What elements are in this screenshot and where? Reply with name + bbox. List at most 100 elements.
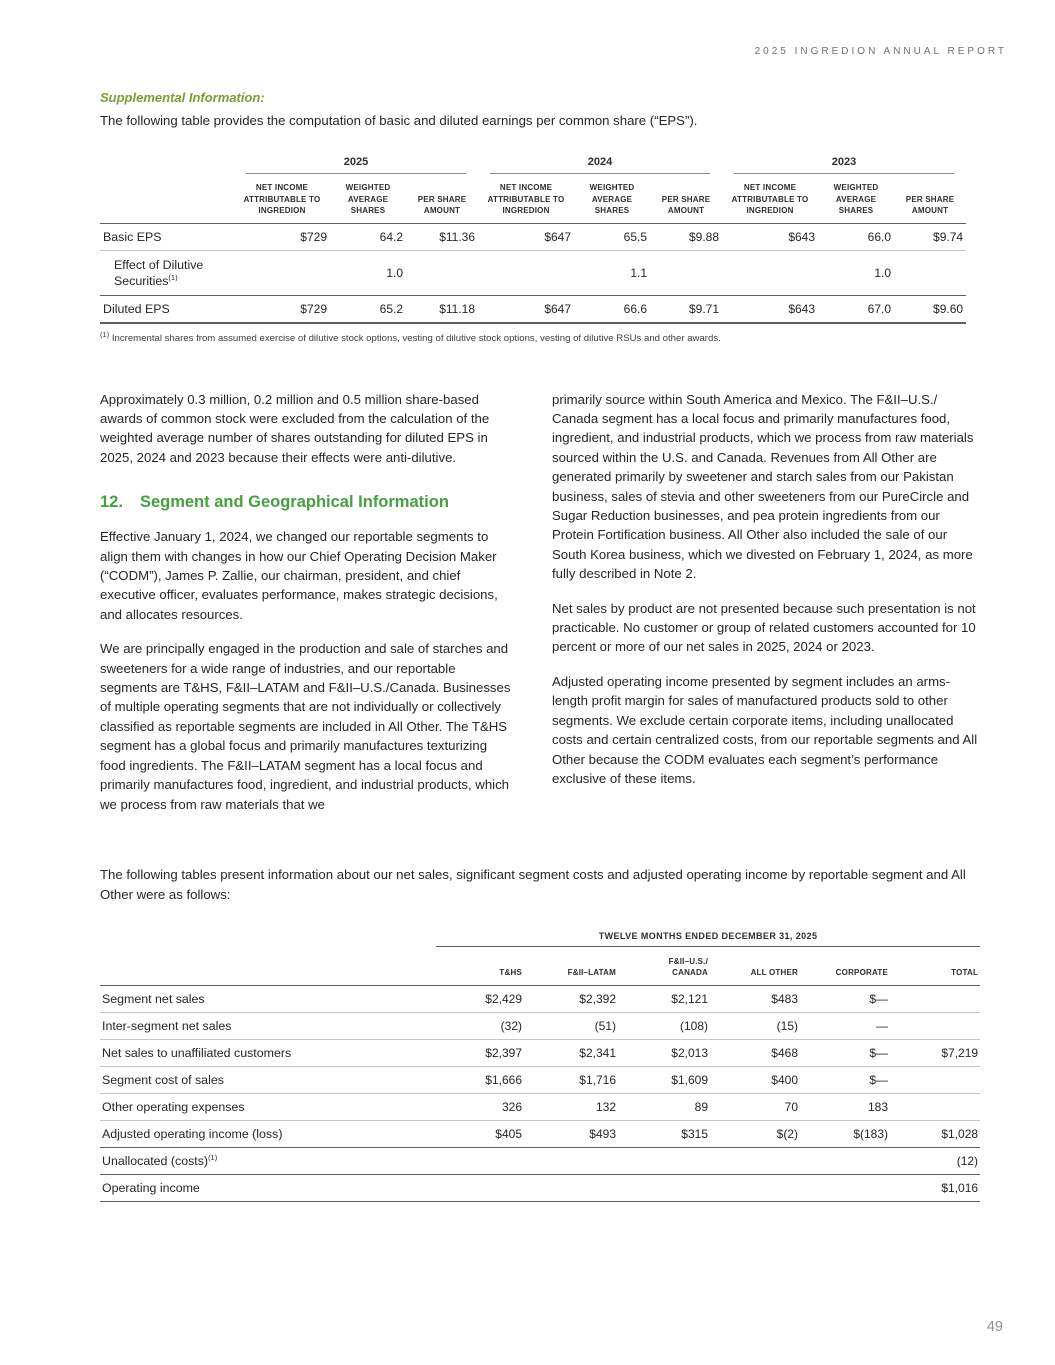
eps-year-label: 2023	[734, 156, 955, 175]
segment-cell: 132	[524, 1093, 618, 1121]
eps-cell: 66.6	[574, 295, 651, 325]
segment-row-cost-of-sales: Segment cost of sales $1,666 $1,716 $1,6…	[100, 1066, 981, 1094]
eps-cell	[650, 250, 723, 297]
segment-cell: 183	[800, 1093, 890, 1121]
segment-tables-intro: The following tables present information…	[100, 866, 966, 902]
segment-cell	[890, 1066, 981, 1094]
segment-row-operating-income: Operating income $1,016	[100, 1174, 981, 1202]
eps-cell	[894, 250, 967, 297]
segment-cell	[436, 1174, 524, 1202]
segment-cell: $2,392	[524, 985, 618, 1013]
eps-year-label: 2025	[246, 156, 467, 175]
paragraph: Adjusted operating income presented by s…	[552, 673, 978, 786]
eps-column-header-row: NET INCOME ATTRIBUTABLE TO INGREDION WEI…	[100, 174, 967, 224]
segment-cell: 326	[436, 1093, 524, 1121]
segment-cell	[618, 1174, 710, 1202]
eps-col-weighted-shares: WEIGHTED AVERAGE SHARES	[330, 174, 406, 224]
eps-col-weighted-shares: WEIGHTED AVERAGE SHARES	[574, 174, 651, 224]
segment-cell	[890, 1093, 981, 1121]
eps-cell: $647	[478, 223, 575, 251]
segment-cell: $2,397	[436, 1039, 524, 1067]
report-header: 2025 INGREDION ANNUAL REPORT	[755, 46, 1007, 57]
segment-cell: $2,013	[618, 1039, 710, 1067]
supplemental-intro: The following table provides the computa…	[100, 113, 698, 128]
segment-empty-header	[100, 946, 436, 986]
eps-cell: $643	[722, 223, 819, 251]
segment-col-all-other: ALL OTHER	[710, 946, 800, 986]
segment-cell: $405	[436, 1120, 524, 1148]
footnote-marker: (1)	[100, 329, 110, 339]
paragraph: Approximately 0.3 million, 0.2 million a…	[100, 391, 490, 465]
row-label: Operating income	[100, 1174, 436, 1202]
segment-row-adjusted-operating-income: Adjusted operating income (loss) $405 $4…	[100, 1120, 981, 1148]
segment-cell	[524, 1147, 618, 1175]
segment-table: TWELVE MONTHS ENDED DECEMBER 31, 2025 T&…	[100, 931, 981, 1202]
eps-cell: $643	[722, 295, 819, 325]
two-column-body: Approximately 0.3 million, 0.2 million a…	[100, 390, 980, 829]
right-column: primarily source within South America an…	[552, 390, 980, 829]
eps-cell: $9.60	[894, 295, 967, 325]
eps-cell: 65.5	[574, 223, 651, 251]
segment-cell: $2,341	[524, 1039, 618, 1067]
eps-cell: 64.2	[330, 223, 406, 251]
segment-cell: $—	[800, 985, 890, 1013]
segment-cell: $2,121	[618, 985, 710, 1013]
segment-cell	[710, 1147, 800, 1175]
eps-col-per-share: PER SHARE AMOUNT	[894, 174, 967, 224]
eps-row-basic: Basic EPS $729 64.2 $11.36 $647 65.5 $9.…	[100, 223, 967, 251]
eps-col-net-income: NET INCOME ATTRIBUTABLE TO INGREDION	[722, 174, 819, 224]
eps-cell: 67.0	[818, 295, 895, 325]
row-label-text: Effect of Dilutive Securities	[114, 257, 204, 289]
segment-cell: $2,429	[436, 985, 524, 1013]
footnote-text: Incremental shares from assumed exercise…	[111, 333, 721, 345]
segment-cell: $1,016	[890, 1174, 981, 1202]
segment-row-unallocated-costs: Unallocated (costs)(1) (12)	[100, 1147, 981, 1175]
segment-cell: (15)	[710, 1012, 800, 1040]
eps-cell	[406, 250, 479, 297]
eps-cell: 1.1	[574, 250, 651, 297]
section-heading: 12. Segment and Geographical Information	[100, 493, 512, 512]
supplemental-heading: Supplemental Information:	[100, 90, 265, 105]
eps-corner-cell	[100, 156, 234, 174]
eps-col-per-share: PER SHARE AMOUNT	[650, 174, 723, 224]
eps-cell	[234, 250, 330, 297]
segment-cell: (12)	[890, 1147, 981, 1175]
row-label: Diluted EPS	[100, 295, 234, 325]
page-content: Supplemental Information: The following …	[100, 90, 981, 1202]
segment-col-us-canada-line1: F&II–U.S./	[668, 956, 708, 966]
eps-cell: $729	[234, 223, 330, 251]
segment-row-other-opex: Other operating expenses 326 132 89 70 1…	[100, 1093, 981, 1121]
eps-year-label: 2024	[490, 156, 711, 175]
eps-cell	[478, 250, 575, 297]
row-label: Net sales to unaffiliated customers	[100, 1039, 436, 1067]
row-label-text: Unallocated (costs)	[102, 1153, 209, 1168]
segment-cell: $—	[800, 1039, 890, 1067]
eps-cell: 66.0	[818, 223, 895, 251]
segment-cell: 70	[710, 1093, 800, 1121]
page-number: 49	[986, 1319, 1003, 1335]
eps-cell: $11.36	[406, 223, 479, 251]
segment-cell: $315	[618, 1120, 710, 1148]
eps-row-diluted: Diluted EPS $729 65.2 $11.18 $647 66.6 $…	[100, 295, 967, 325]
report-header-text: 2025 INGREDION ANNUAL REPORT	[754, 46, 1007, 57]
segment-cell: $(183)	[800, 1120, 890, 1148]
eps-cell: $9.74	[894, 223, 967, 251]
segment-cell	[890, 985, 981, 1013]
section-number: 12.	[100, 493, 123, 512]
eps-cell: $11.18	[406, 295, 479, 325]
eps-year-group-2023: 2023	[722, 156, 966, 175]
row-label: Segment net sales	[100, 985, 436, 1013]
footnote-reference: (1)	[168, 272, 178, 282]
eps-cell: $729	[234, 295, 330, 325]
section-title: Segment and Geographical Information	[139, 493, 449, 512]
segment-row-unaffiliated: Net sales to unaffiliated customers $2,3…	[100, 1039, 981, 1067]
segment-cell: $(2)	[710, 1120, 800, 1148]
segment-row-inter-segment: Inter-segment net sales (32) (51) (108) …	[100, 1012, 981, 1040]
segment-cell: —	[800, 1012, 890, 1040]
segment-cell: $—	[800, 1066, 890, 1094]
eps-footnote: (1) Incremental shares from assumed exer…	[100, 329, 980, 345]
segment-cell: $1,609	[618, 1066, 710, 1094]
paragraph: Net sales by product are not presented b…	[552, 600, 976, 655]
eps-year-row: 2025 2024 2023	[100, 156, 966, 175]
eps-cell: $9.71	[650, 295, 723, 325]
